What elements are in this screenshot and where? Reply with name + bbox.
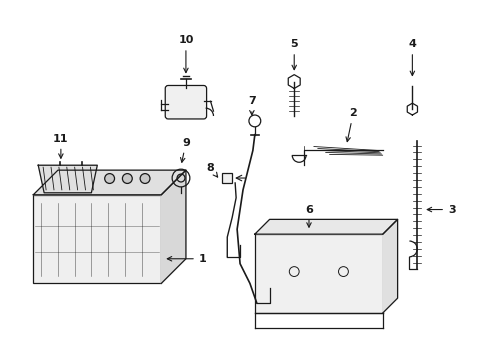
Circle shape <box>122 174 132 184</box>
Text: 4: 4 <box>407 39 415 76</box>
Text: 1: 1 <box>167 254 206 264</box>
Text: 3: 3 <box>427 204 455 215</box>
Polygon shape <box>382 219 397 313</box>
Circle shape <box>140 174 150 184</box>
Text: 6: 6 <box>305 204 312 227</box>
Text: 5: 5 <box>290 39 297 69</box>
Text: 9: 9 <box>180 138 189 162</box>
Bar <box>254 234 382 313</box>
Bar <box>33 195 161 283</box>
Text: 11: 11 <box>53 134 68 158</box>
Circle shape <box>104 174 114 184</box>
Polygon shape <box>161 170 185 283</box>
Polygon shape <box>33 170 185 195</box>
Text: 10: 10 <box>178 35 193 73</box>
Text: 7: 7 <box>247 96 255 115</box>
Text: 8: 8 <box>206 163 217 177</box>
Polygon shape <box>254 219 397 234</box>
Bar <box>222 173 232 183</box>
Text: 2: 2 <box>346 108 356 141</box>
FancyBboxPatch shape <box>165 85 206 119</box>
Polygon shape <box>38 165 97 193</box>
